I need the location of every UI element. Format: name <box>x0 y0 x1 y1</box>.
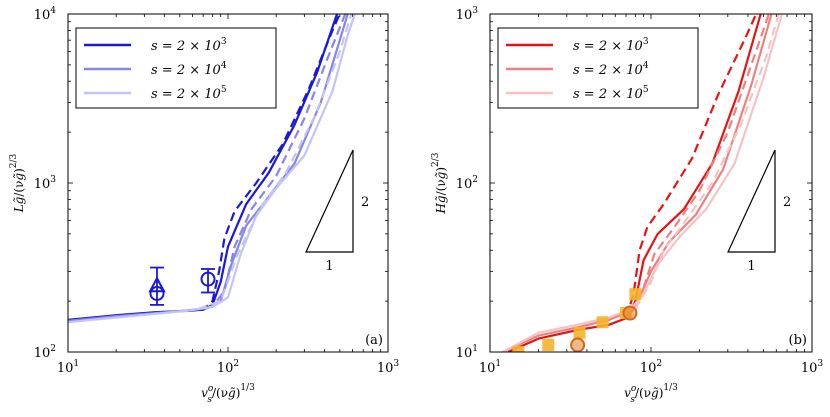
series-line-4 <box>629 14 770 314</box>
data-marker-square <box>573 326 586 339</box>
series-line-5 <box>502 14 783 352</box>
slope-triangle: 21 <box>305 149 369 274</box>
y-tick-label: 102 <box>34 344 56 361</box>
series-group <box>502 14 783 352</box>
series-line-1 <box>507 14 762 352</box>
legend-entry: s = 2 × 103 <box>573 37 649 54</box>
y-tick-label: 102 <box>456 175 478 192</box>
y-tick-label: 101 <box>456 344 478 361</box>
markers-group <box>512 288 642 352</box>
data-marker-square <box>629 288 642 301</box>
x-tick-label: 101 <box>57 359 79 376</box>
series-line-6 <box>197 14 353 310</box>
y-axis-label: Hg̃/(νg̃)2/3 <box>431 152 448 214</box>
data-marker-circle <box>622 305 638 321</box>
x-axis-label: vo s/(νg̃)1/3 <box>201 383 255 405</box>
y-tick-label: 103 <box>456 6 479 23</box>
series-line-4 <box>192 14 347 312</box>
axes-frame <box>67 13 389 353</box>
panel-b: 101 102 103 101 102 103 vo s/(νg̃)1/3 Hg̃/(νg̃)2… <box>431 6 823 405</box>
slope-triangle-shape <box>727 149 776 253</box>
data-marker-square <box>542 339 555 352</box>
slope-run-label: 1 <box>747 259 755 274</box>
data-marker-circle <box>200 271 216 287</box>
data-marker-triangle <box>148 276 166 293</box>
legend-entry: s = 2 × 103 <box>151 37 227 54</box>
x-tick-label: 101 <box>479 359 501 376</box>
panel-label: (a) <box>365 333 383 348</box>
x-tick-label: 103 <box>801 359 824 376</box>
series-line-2 <box>625 14 758 318</box>
legend: s = 2 × 103 s = 2 × 104 s = 2 × 105 <box>75 27 277 109</box>
data-marker-circle <box>149 285 165 301</box>
series-line-6 <box>634 14 780 310</box>
y-axis-label: Lg̃/(νg̃)2/3 <box>9 153 26 213</box>
legend-entry: s = 2 × 104 <box>151 61 227 78</box>
panel-label: (b) <box>789 333 807 348</box>
slope-triangle: 21 <box>727 149 791 274</box>
x-axis-label: vo s/(νg̃)1/3 <box>624 383 678 405</box>
slope-rise-label: 2 <box>361 195 369 210</box>
series-line-5 <box>68 14 356 324</box>
slope-triangle-shape <box>305 149 354 253</box>
legend: s = 2 × 103 s = 2 × 104 s = 2 × 105 <box>497 27 699 109</box>
y-tick-label: 104 <box>34 6 57 23</box>
slope-rise-label: 2 <box>783 195 791 210</box>
y-tick-label: 103 <box>34 175 57 192</box>
legend-entry: s = 2 × 104 <box>573 61 649 78</box>
x-tick-label: 102 <box>217 359 239 376</box>
data-marker-circle <box>570 337 586 352</box>
markers-group <box>148 266 216 306</box>
x-tick-label: 102 <box>640 359 662 376</box>
data-marker-square <box>596 316 609 329</box>
x-tick-label: 103 <box>377 359 400 376</box>
legend-entry: s = 2 × 105 <box>151 85 227 102</box>
series-group <box>68 14 356 324</box>
axes-frame <box>489 13 813 353</box>
series-line-2 <box>186 14 341 312</box>
legend-entry: s = 2 × 105 <box>573 85 649 102</box>
slope-run-label: 1 <box>325 259 333 274</box>
data-marker-square <box>512 346 525 352</box>
